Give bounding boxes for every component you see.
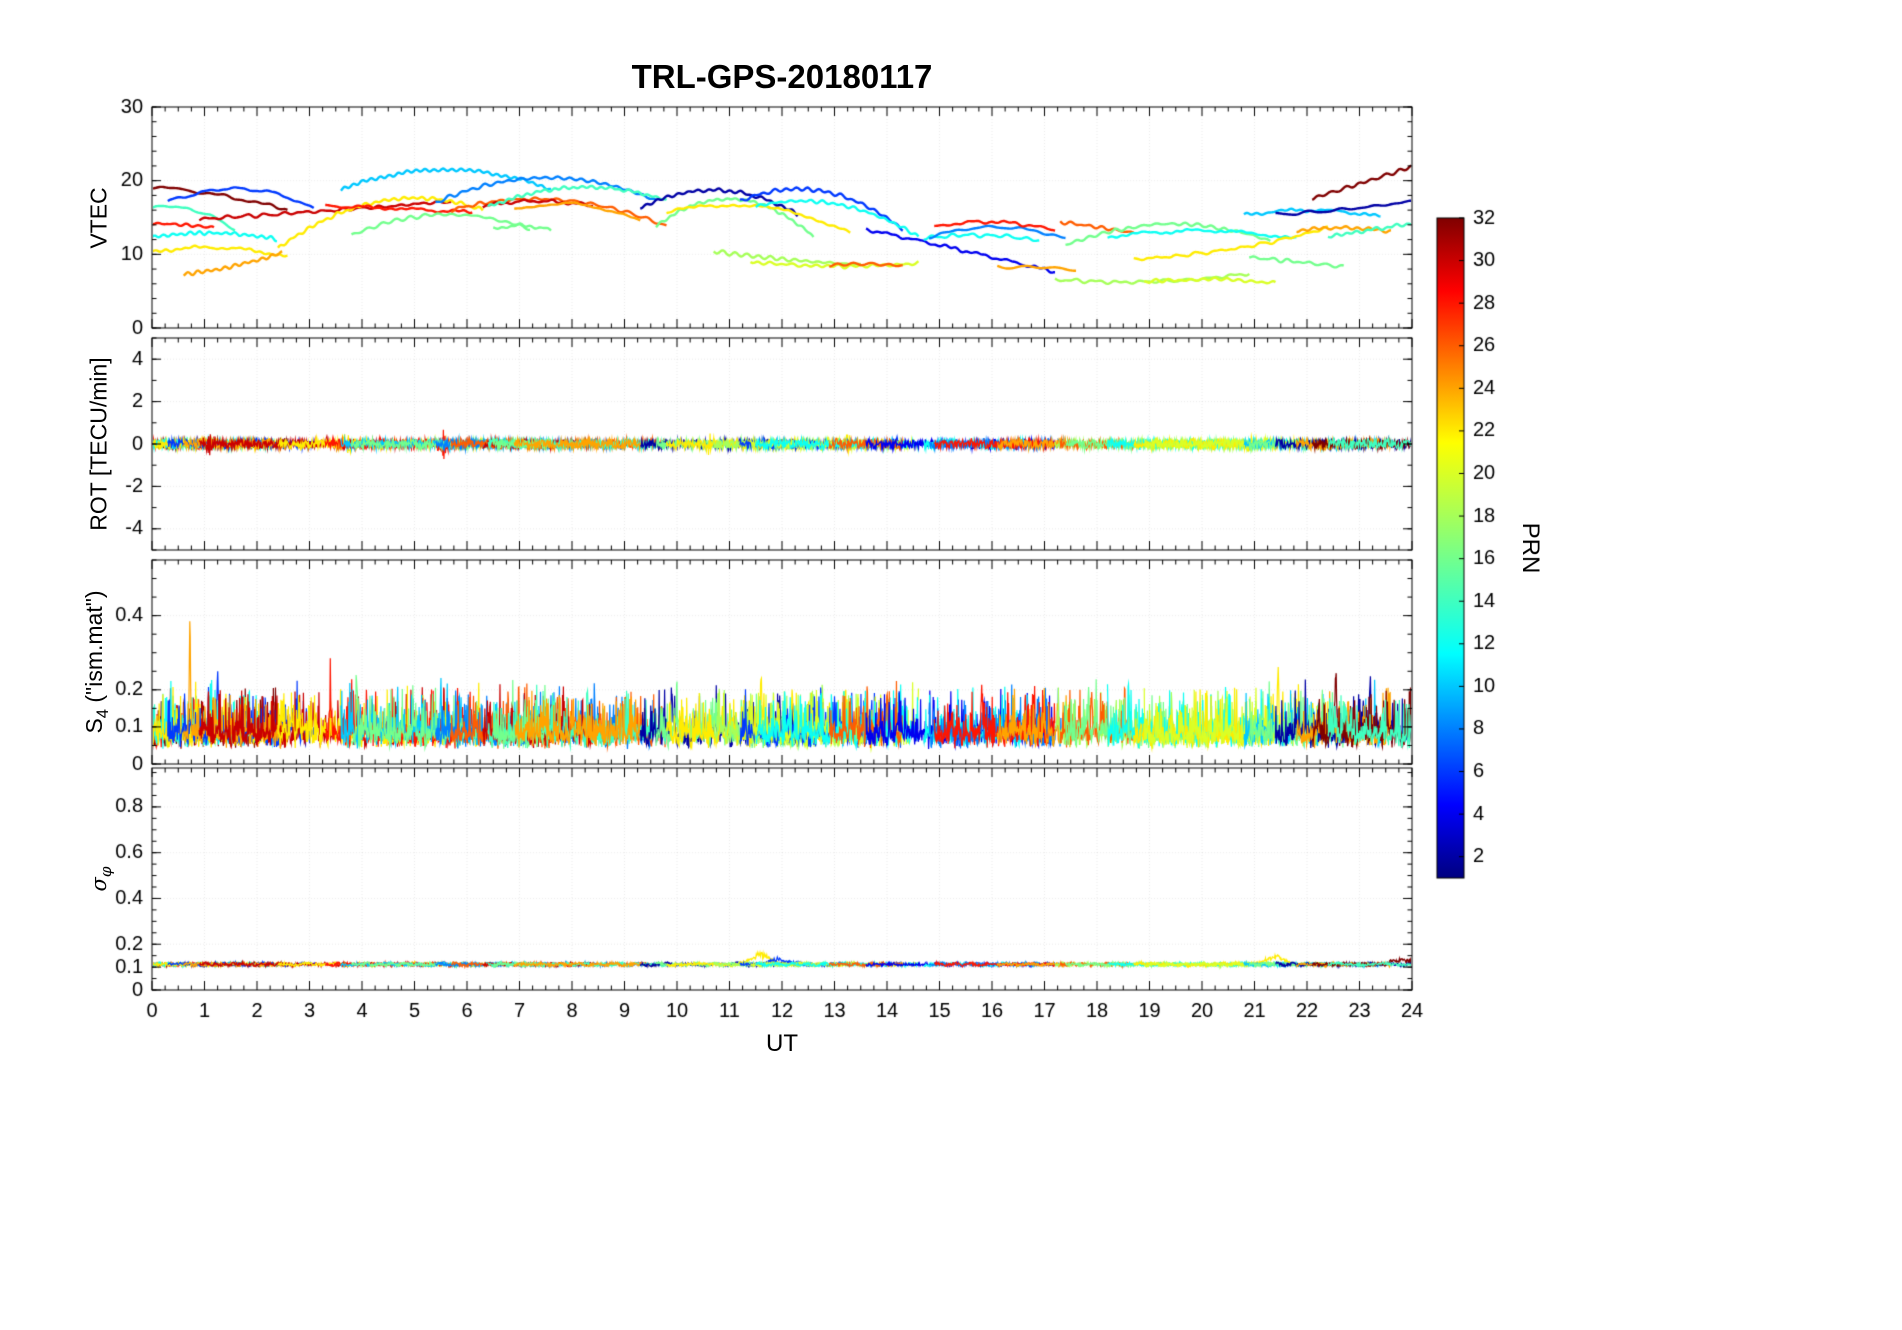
ylabel-vtec: VTEC — [85, 187, 112, 249]
colorbar-label: PRN — [1517, 522, 1544, 574]
ylabel-s4-sub: 4 — [92, 709, 112, 719]
ylabel-s4-rest: ("ism.mat") — [81, 590, 108, 709]
xlabel-ut: UT — [766, 1030, 798, 1057]
ylabel-sigma-phi: σφ — [87, 867, 115, 892]
ylabel-s4: S4 ("ism.mat") — [81, 590, 113, 733]
phi-subscript: φ — [97, 866, 116, 878]
ylabel-s4-main: S — [81, 718, 108, 734]
ylabel-rot: ROT [TECU/min] — [85, 357, 112, 531]
sigma-symbol: σ — [86, 877, 111, 892]
chart-title: TRL-GPS-20180117 — [631, 58, 933, 95]
